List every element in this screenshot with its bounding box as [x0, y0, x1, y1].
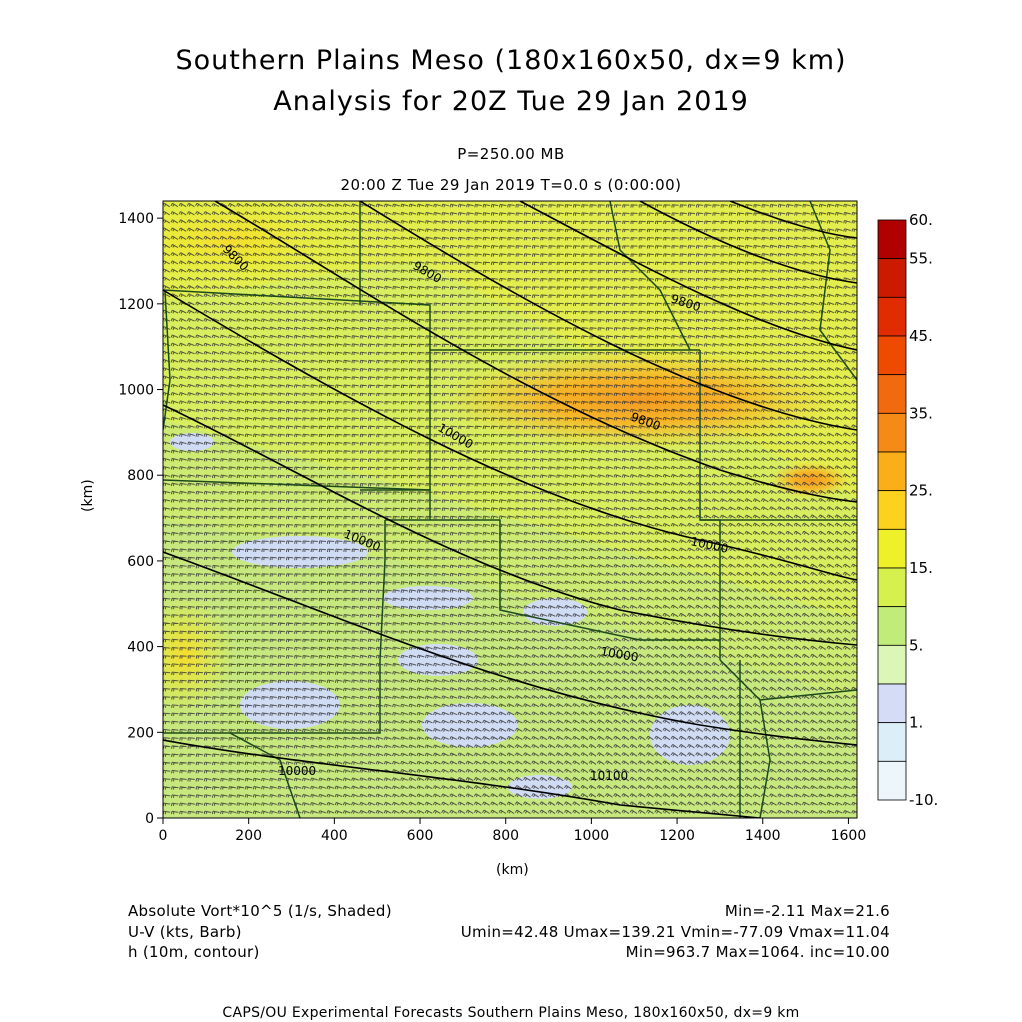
- colorbar-swatch: [877, 258, 907, 298]
- colorbar-swatch: [877, 722, 907, 762]
- vorticity-shading: 9800 9800 9800 9800 10000 10000 10000 10…: [163, 201, 857, 818]
- y-axis-ticks: 0 200 400 600 800 1000 1200 1400: [118, 211, 163, 827]
- colorbar-swatch: [877, 335, 907, 376]
- y-tick-label: 1200: [118, 297, 154, 313]
- colorbar-swatch: [877, 606, 907, 646]
- colorbar-label: -10.: [909, 791, 938, 809]
- colorbar-swatch: [877, 644, 907, 685]
- colorbar-swatch: [877, 296, 907, 337]
- colorbar-swatch: [877, 219, 907, 260]
- y-tick-label: 200: [127, 725, 154, 741]
- y-tick-label: 400: [127, 640, 154, 656]
- title-line-1: Southern Plains Meso (180x160x50, dx=9 k…: [175, 45, 847, 76]
- x-tick-label: 400: [321, 828, 348, 844]
- contour-label: 10000: [599, 644, 639, 664]
- field-shaded-label: Absolute Vort*10^5 (1/s, Shaded): [128, 902, 392, 920]
- barb-field: [163, 202, 857, 815]
- x-tick-label: 600: [407, 828, 434, 844]
- colorbar-label: 15.: [909, 559, 933, 577]
- wind-barbs: [163, 202, 857, 815]
- valid-time-label: 20:00 Z Tue 29 Jan 2019 T=0.0 s (0:00:00…: [340, 176, 682, 194]
- y-tick-label: 1000: [118, 383, 154, 399]
- contour-label: 10100: [590, 769, 628, 783]
- colorbar-swatch: [877, 412, 907, 453]
- colorbar-swatch: [877, 490, 907, 530]
- colorbar-label: 1.: [909, 714, 923, 732]
- x-tick-label: 800: [492, 828, 519, 844]
- colorbar-label: 55.: [909, 250, 933, 268]
- x-tick-label: 1000: [574, 828, 610, 844]
- colorbar-swatch: [877, 451, 907, 492]
- colorbar-label: 60.: [909, 211, 933, 229]
- colorbar: 60. 55. 45. 35. 25. 15. 5. 1. -10.: [877, 211, 938, 809]
- x-axis-unit: (km): [496, 862, 529, 878]
- field-barb-label: U-V (kts, Barb): [128, 923, 242, 941]
- state-boundaries: [163, 201, 857, 818]
- colorbar-label: 25.: [909, 482, 933, 500]
- x-axis-ticks: 0 200 400 600 800 1000 1200 1400 1600: [159, 818, 867, 844]
- y-tick-label: 1400: [118, 211, 154, 227]
- field-contour-stats: Min=963.7 Max=1064. inc=10.00: [625, 943, 890, 961]
- field-barb-stats: Umin=42.48 Umax=139.21 Vmin=-77.09 Vmax=…: [460, 923, 890, 941]
- title-line-2: Analysis for 20Z Tue 29 Jan 2019: [273, 86, 749, 117]
- level-label: P=250.00 MB: [457, 145, 565, 163]
- x-tick-label: 0: [159, 828, 168, 844]
- x-tick-label: 1600: [831, 828, 867, 844]
- credit-line: CAPS/OU Experimental Forecasts Southern …: [222, 1005, 800, 1021]
- y-axis-unit: (km): [80, 479, 96, 512]
- colorbar-label: 45.: [909, 327, 933, 345]
- colorbar-label: 35.: [909, 404, 933, 422]
- colorbar-swatch: [877, 760, 907, 801]
- colorbar-swatch: [877, 567, 907, 608]
- colorbar-swatch: [877, 683, 907, 724]
- field-shaded-stats: Min=-2.11 Max=21.6: [724, 902, 890, 920]
- colorbar-swatch: [877, 374, 907, 414]
- colorbar-label: 5.: [909, 636, 923, 654]
- y-tick-label: 600: [127, 554, 154, 570]
- x-tick-label: 1200: [659, 828, 695, 844]
- plot-frame: [162, 200, 858, 819]
- y-tick-label: 800: [127, 468, 154, 484]
- x-tick-label: 200: [235, 828, 262, 844]
- colorbar-swatch: [877, 528, 907, 569]
- x-tick-label: 1400: [745, 828, 781, 844]
- height-contours: [163, 201, 857, 818]
- y-tick-label: 0: [145, 811, 154, 827]
- field-contour-label: h (10m, contour): [128, 943, 260, 961]
- contour-label: 10000: [278, 764, 316, 778]
